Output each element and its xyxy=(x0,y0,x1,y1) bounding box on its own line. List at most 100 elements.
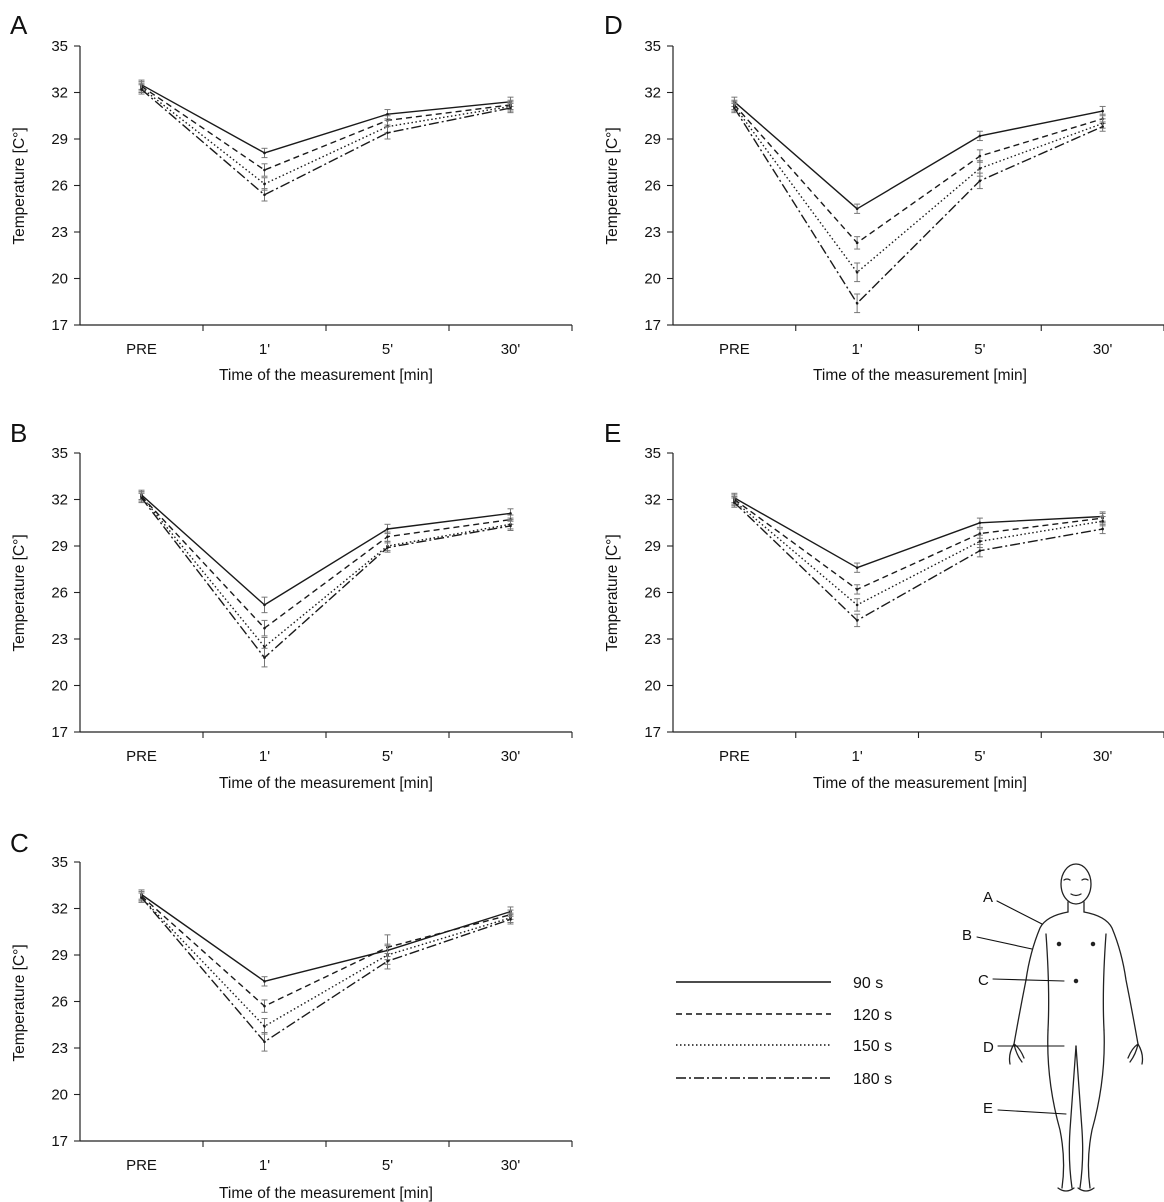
body-label-a: A xyxy=(983,889,993,906)
data-point-a-180-s xyxy=(140,88,143,91)
x-tick-label-b: PRE xyxy=(126,748,157,765)
human-figure-icon xyxy=(1008,863,1144,1192)
data-point-e-120-s xyxy=(978,532,982,535)
series-line-d-180-s xyxy=(733,107,1103,304)
data-point-d-150-s xyxy=(855,271,859,274)
y-axis-title-b: Temperature [C°] xyxy=(11,534,28,651)
y-tick-label-a: 17 xyxy=(51,317,68,334)
x-tick-label-a: 1' xyxy=(259,341,270,358)
y-tick-label-c: 20 xyxy=(51,1087,68,1104)
y-axis-title-d: Temperature [C°] xyxy=(604,127,621,244)
x-tick-label-a: PRE xyxy=(126,341,157,358)
x-axis-title-d: Time of the measurement [min] xyxy=(813,367,1027,384)
data-point-a-180-s xyxy=(386,131,389,135)
chart-panel-b: B Temperature [C°] Time of the measureme… xyxy=(10,418,573,792)
legend-label-120s: 120 s xyxy=(853,1007,892,1024)
y-tick-label-d: 23 xyxy=(644,224,661,241)
y-tick-label-d: 20 xyxy=(644,271,661,288)
series-line-b-120-s xyxy=(140,495,511,629)
data-point-d-120-s xyxy=(855,241,859,245)
x-tick-label-a: 30' xyxy=(501,341,521,358)
data-point-e-180-s xyxy=(855,619,859,622)
y-tick-label-c: 29 xyxy=(51,947,68,964)
series-line-a-150-s xyxy=(141,87,511,185)
data-point-b-180-s xyxy=(140,496,143,500)
x-tick-label-d: 5' xyxy=(974,341,985,358)
y-tick-label-b: 20 xyxy=(51,678,68,695)
y-tick-label-e: 20 xyxy=(644,678,661,695)
data-point-b-120-s xyxy=(386,535,389,538)
y-tick-label-b: 35 xyxy=(51,445,68,462)
y-tick-label-a: 26 xyxy=(51,178,68,195)
panel-label-a: A xyxy=(10,10,28,40)
x-tick-label-c: PRE xyxy=(126,1157,157,1174)
panel-label-c: C xyxy=(10,828,29,858)
data-point-c-120-s xyxy=(263,1004,266,1008)
data-point-b-90-s xyxy=(386,527,389,531)
x-tick-label-d: 1' xyxy=(852,341,863,358)
x-tick-label-c: 5' xyxy=(382,1157,393,1174)
chart-legend: 90 s 120 s 150 s 180 s xyxy=(676,975,892,1088)
series-line-e-120-s xyxy=(733,498,1103,591)
chart-panel-c: C Temperature [C°] Time of the measureme… xyxy=(10,828,573,1202)
y-tick-label-b: 23 xyxy=(51,631,68,648)
series-line-a-180-s xyxy=(141,88,511,196)
data-point-b-180-s xyxy=(509,524,512,528)
data-point-d-180-s xyxy=(1101,125,1104,128)
y-axis-title-a: Temperature [C°] xyxy=(11,127,28,244)
series-line-a-90-s xyxy=(141,84,511,154)
data-point-c-180-s xyxy=(386,959,389,963)
y-tick-label-c: 23 xyxy=(51,1040,68,1057)
x-axis-title-a: Time of the measurement [min] xyxy=(219,367,433,384)
data-point-d-180-s xyxy=(733,106,736,110)
data-point-b-90-s xyxy=(263,603,266,607)
data-point-b-90-s xyxy=(509,512,512,515)
data-point-a-90-s xyxy=(386,112,389,116)
data-point-e-180-s xyxy=(1101,527,1104,531)
data-point-d-90-s xyxy=(978,134,982,138)
chart-panel-d: D Temperature [C°] Time of the measureme… xyxy=(604,10,1164,384)
data-point-a-150-s xyxy=(263,182,266,186)
data-point-e-120-s xyxy=(855,588,859,591)
x-axis-title-b: Time of the measurement [min] xyxy=(219,775,433,792)
series-line-c-150-s xyxy=(140,897,511,1028)
y-tick-label-d: 32 xyxy=(644,85,661,102)
y-tick-label-e: 26 xyxy=(644,585,661,602)
data-point-c-90-s xyxy=(263,980,266,983)
data-point-b-180-s xyxy=(263,656,266,659)
y-tick-label-b: 17 xyxy=(51,724,68,741)
y-tick-label-b: 32 xyxy=(51,492,68,509)
data-point-b-180-s xyxy=(386,546,389,549)
y-tick-label-b: 29 xyxy=(51,538,68,555)
legend-label-150s: 150 s xyxy=(853,1038,892,1055)
data-point-a-120-s xyxy=(263,168,266,172)
data-point-e-90-s xyxy=(855,566,859,569)
y-axis-title-e: Temperature [C°] xyxy=(604,534,621,651)
series-line-e-90-s xyxy=(734,497,1103,569)
data-point-d-90-s xyxy=(1101,109,1104,113)
data-point-e-90-s xyxy=(978,521,982,525)
data-point-a-90-s xyxy=(263,151,266,155)
x-tick-label-e: 5' xyxy=(974,748,985,765)
series-line-c-120-s xyxy=(141,895,511,1007)
body-label-b: B xyxy=(962,927,972,944)
x-tick-label-e: PRE xyxy=(719,748,750,765)
body-label-e: E xyxy=(983,1100,993,1117)
x-tick-label-a: 5' xyxy=(382,341,393,358)
y-tick-label-b: 26 xyxy=(51,585,68,602)
data-point-a-180-s xyxy=(509,106,512,110)
y-tick-label-a: 23 xyxy=(51,224,68,241)
series-line-d-90-s xyxy=(733,101,1103,210)
series-line-e-150-s xyxy=(733,500,1103,606)
y-tick-label-d: 29 xyxy=(644,131,661,148)
y-tick-label-d: 17 xyxy=(644,317,661,334)
data-point-e-150-s xyxy=(1101,519,1104,523)
data-point-c-180-s xyxy=(263,1040,266,1044)
x-axis-title-c: Time of the measurement [min] xyxy=(219,1185,433,1202)
data-point-c-180-s xyxy=(140,896,143,899)
y-tick-label-a: 35 xyxy=(51,38,68,55)
data-point-e-150-s xyxy=(978,540,982,543)
data-point-b-150-s xyxy=(263,645,266,649)
series-line-b-180-s xyxy=(140,497,511,659)
